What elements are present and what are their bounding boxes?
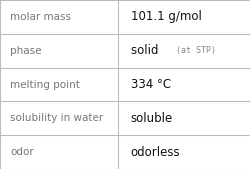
- Text: solubility in water: solubility in water: [10, 113, 103, 123]
- Text: (at STP): (at STP): [175, 46, 215, 55]
- Text: melting point: melting point: [10, 79, 80, 90]
- Text: 334 °C: 334 °C: [130, 78, 170, 91]
- Text: molar mass: molar mass: [10, 12, 71, 22]
- Text: 101.1 g/mol: 101.1 g/mol: [130, 10, 200, 23]
- Text: solid: solid: [130, 44, 165, 57]
- Text: phase: phase: [10, 46, 41, 56]
- Text: odorless: odorless: [130, 146, 180, 159]
- Text: odor: odor: [10, 147, 34, 157]
- Text: soluble: soluble: [130, 112, 172, 125]
